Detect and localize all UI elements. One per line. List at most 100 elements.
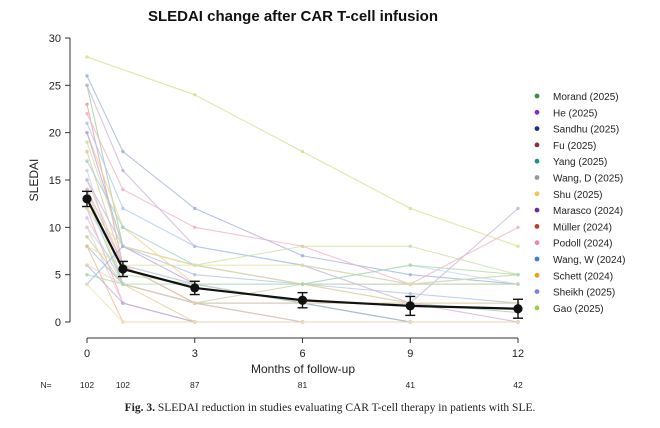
legend-label: Schett (2024) <box>553 271 613 282</box>
study-point <box>193 206 197 211</box>
study-point <box>85 263 89 267</box>
study-point <box>193 301 197 305</box>
study-point <box>121 149 125 154</box>
study-point <box>516 272 520 277</box>
study-point <box>85 140 89 144</box>
y-tick-label: 15 <box>49 175 61 187</box>
pooled-mean-series <box>82 190 523 319</box>
n-at-risk-value: 81 <box>298 380 308 390</box>
study-point <box>85 235 89 239</box>
y-tick-label: 0 <box>55 317 61 329</box>
study-point <box>193 263 197 267</box>
x-tick-label: 6 <box>299 348 305 360</box>
legend-label: Podoll (2024) <box>553 239 612 250</box>
axes: 0 5 10 15 20 25 30 0 3 6 9 12 <box>49 33 524 360</box>
mean-point <box>118 264 128 274</box>
n-at-risk-value: 41 <box>406 380 416 390</box>
legend-label: Wang, D (2025) <box>553 174 623 185</box>
study-line <box>86 245 124 285</box>
y-tick-label: 30 <box>49 33 61 45</box>
study-point <box>121 282 125 286</box>
study-point <box>121 225 125 230</box>
legend-label: Marasco (2024) <box>553 206 623 217</box>
study-point <box>85 216 89 220</box>
mean-point <box>82 194 92 204</box>
study-point <box>121 168 125 173</box>
mean-point <box>297 295 308 305</box>
sledai-chart: SLEDAI change after CAR T-cell infusion … <box>27 8 625 390</box>
study-line <box>86 141 519 276</box>
legend-label: Müller (2024) <box>553 222 612 233</box>
legend-marker <box>534 93 540 99</box>
study-line <box>86 85 519 304</box>
study-line <box>86 245 519 285</box>
legend-label: Sheikh (2025) <box>553 288 615 299</box>
x-tick-label: 12 <box>512 348 524 360</box>
study-point <box>85 112 89 116</box>
legend-label: Wang, W (2024) <box>553 255 625 266</box>
study-point <box>121 320 125 324</box>
study-series <box>85 55 520 324</box>
study-point <box>408 291 412 296</box>
study-point <box>516 244 520 248</box>
study-point <box>85 187 89 192</box>
study-point <box>85 74 89 78</box>
study-point <box>300 244 305 248</box>
study-point <box>85 225 89 230</box>
caption-text: SLEDAI reduction in studies evaluating C… <box>157 402 536 414</box>
study-line <box>86 179 519 304</box>
y-tick-label: 10 <box>49 222 61 234</box>
study-line <box>86 264 518 304</box>
study-point <box>300 149 305 154</box>
study-point <box>300 254 305 258</box>
study-point <box>516 206 520 211</box>
study-point <box>121 301 125 305</box>
study-point <box>85 282 89 286</box>
n-at-risk-label: N= <box>40 380 51 390</box>
mean-point <box>405 301 415 311</box>
legend-label: Fu (2025) <box>553 141 596 152</box>
study-point <box>85 168 89 173</box>
study-point <box>300 320 305 324</box>
study-point <box>408 263 412 267</box>
study-point <box>85 178 89 182</box>
y-tick-label: 25 <box>49 80 61 92</box>
legend-label: Yang (2025) <box>553 157 607 168</box>
chart-title: SLEDAI change after CAR T-cell infusion <box>148 8 438 25</box>
legend-marker <box>534 256 540 262</box>
legend-marker <box>534 142 540 148</box>
legend-marker <box>534 272 540 278</box>
study-line <box>86 283 518 323</box>
n-at-risk-value: 87 <box>190 380 200 390</box>
legend-label: He (2025) <box>553 108 597 119</box>
legend-marker <box>534 207 540 213</box>
legend-label: Gao (2025) <box>553 304 604 315</box>
study-point <box>85 244 89 248</box>
study-point <box>408 282 412 286</box>
study-point <box>85 121 89 125</box>
study-line <box>86 75 519 285</box>
caption-label: Fig. 3. <box>124 402 155 414</box>
figure-caption: Fig. 3. SLEDAI reduction in studies eval… <box>0 402 660 414</box>
x-tick-label: 0 <box>84 348 90 360</box>
mean-point <box>190 283 200 293</box>
study-point <box>121 187 125 192</box>
study-point <box>121 244 125 248</box>
mean-point <box>513 304 523 314</box>
study-point <box>85 83 89 88</box>
study-point <box>193 244 197 248</box>
legend-marker <box>534 126 540 131</box>
study-point <box>85 55 89 59</box>
legend-label: Morand (2025) <box>553 92 619 103</box>
study-line <box>86 264 519 285</box>
study-point <box>85 159 89 163</box>
x-axis-label: Months of follow-up <box>251 362 355 376</box>
y-tick-label: 20 <box>49 128 61 140</box>
study-point <box>300 263 305 267</box>
legend-marker <box>534 289 540 294</box>
study-point <box>85 102 89 106</box>
study-point <box>408 244 412 248</box>
legend-marker <box>534 158 540 164</box>
y-axis-label: SLEDAI <box>27 159 41 202</box>
legend-marker <box>534 175 540 180</box>
